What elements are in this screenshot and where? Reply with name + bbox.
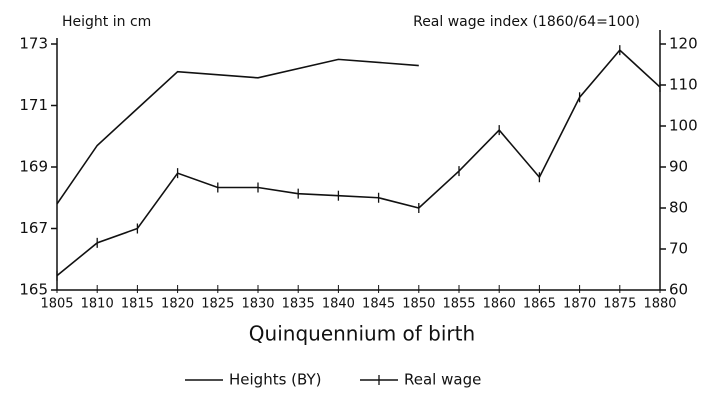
y2-tick-label: 60 [669, 281, 688, 299]
x-tick-label: 1860 [483, 297, 516, 312]
y-tick-label: 169 [19, 158, 48, 176]
y2-tick-label: 100 [669, 117, 698, 135]
legend-label: Heights (BY) [229, 371, 322, 389]
y2-tick-label: 70 [669, 240, 688, 258]
y2-tick-label: 110 [669, 76, 698, 94]
y2-tick-label: 90 [669, 158, 688, 176]
y2-axis-title: Real wage index (1860/64=100) [413, 14, 640, 30]
x-tick-label: 1830 [241, 297, 274, 312]
y-axis-title: Height in cm [62, 14, 151, 30]
y-tick-label: 173 [19, 35, 48, 53]
x-axis-title: Quinquennium of birth [249, 322, 475, 346]
x-tick-label: 1845 [362, 297, 395, 312]
x-tick-label: 1875 [603, 297, 636, 312]
x-tick-label: 1880 [643, 297, 676, 312]
y-tick-label: 167 [19, 219, 48, 237]
x-tick-label: 1850 [402, 297, 435, 312]
y-tick-label: 171 [19, 96, 48, 114]
y-tick-label: 165 [19, 281, 48, 299]
x-tick-label: 1840 [322, 297, 355, 312]
axis-frame [56, 30, 661, 291]
x-tick-label: 1820 [161, 297, 194, 312]
x-tick-label: 1805 [40, 297, 73, 312]
x-tick-label: 1870 [563, 297, 596, 312]
legend-label: Real wage [404, 371, 481, 389]
x-tick-label: 1815 [121, 297, 154, 312]
x-tick-label: 1865 [523, 297, 556, 312]
x-tick-label: 1825 [201, 297, 234, 312]
x-tick-label: 1835 [282, 297, 315, 312]
y2-tick-label: 80 [669, 199, 688, 217]
x-tick-label: 1810 [81, 297, 114, 312]
x-tick-label: 1855 [442, 297, 475, 312]
y2-tick-label: 120 [669, 35, 698, 53]
series-line [56, 58, 419, 205]
series-line [56, 48, 661, 277]
